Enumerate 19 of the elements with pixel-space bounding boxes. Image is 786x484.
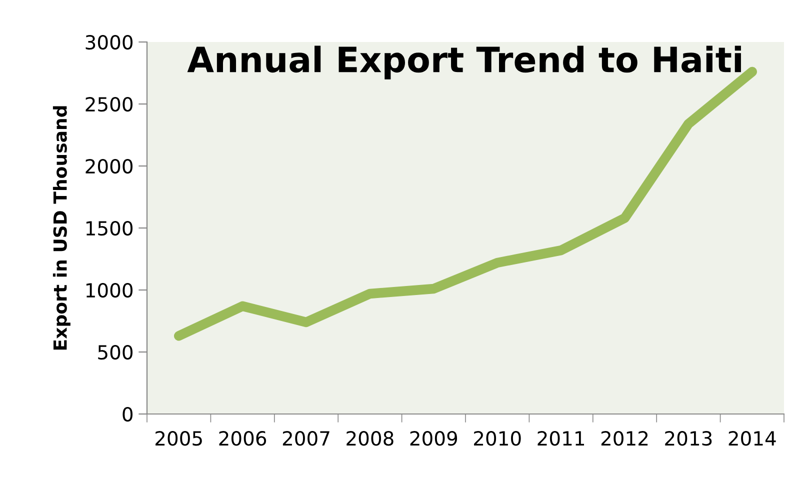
y-tick-label: 500 (98, 344, 133, 360)
y-tick-label: 1500 (86, 220, 133, 236)
y-tick-label: 1000 (86, 282, 133, 298)
x-tick-label: 2011 (538, 431, 584, 446)
x-tick-label: 2014 (728, 431, 776, 446)
y-axis-title: Export in USD Thousand (52, 106, 70, 350)
y-tick-label: 0 (122, 406, 133, 422)
y-tick-label: 2500 (86, 96, 133, 112)
x-tick-label: 2010 (474, 431, 521, 446)
x-tick-label: 2005 (156, 431, 202, 446)
x-tick-label: 2007 (282, 431, 330, 446)
y-tick-label: 3000 (86, 34, 133, 50)
x-tick-label: 2009 (410, 431, 458, 446)
chart-title: Annual Export Trend to Haiti (187, 46, 741, 80)
x-tick-label: 2008 (346, 431, 394, 446)
x-tick-label: 2006 (219, 431, 266, 446)
x-tick-label: 2012 (601, 431, 648, 446)
x-tick-label: 2013 (665, 431, 712, 446)
y-tick-label: 2000 (86, 158, 133, 174)
